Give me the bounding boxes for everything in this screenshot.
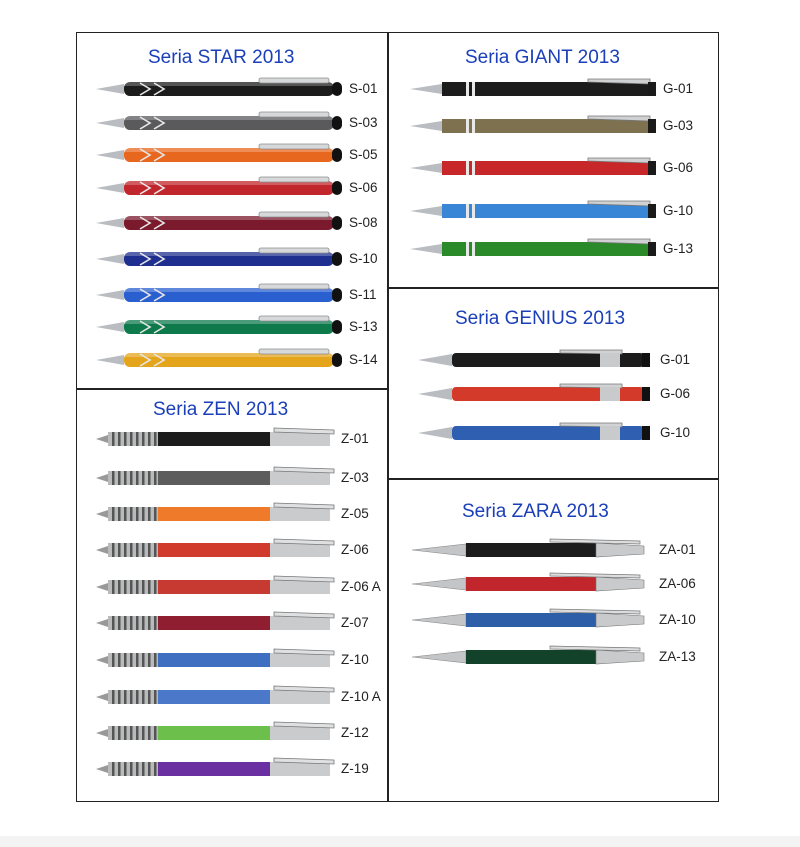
star-pen-3 bbox=[96, 176, 342, 195]
divider-vertical bbox=[387, 32, 389, 802]
zara-pen-1 bbox=[411, 572, 645, 592]
zen-pen-7 bbox=[96, 685, 335, 704]
genius-title: Seria GENIUS 2013 bbox=[455, 308, 626, 329]
divider-star-zen bbox=[76, 388, 388, 390]
zara-pen-3 bbox=[411, 645, 645, 665]
star-pen-5 bbox=[96, 247, 342, 266]
zen-code-label: Z-10 bbox=[341, 652, 369, 667]
zen-code-label: Z-10 A bbox=[341, 689, 381, 704]
star-code-label: S-14 bbox=[349, 352, 378, 367]
zen-title: Seria ZEN 2013 bbox=[153, 399, 289, 420]
zen-pen-4 bbox=[96, 575, 335, 594]
star-code-label: S-03 bbox=[349, 115, 378, 130]
giant-code-label: G-01 bbox=[663, 81, 694, 96]
star-code-label: S-11 bbox=[349, 287, 377, 302]
zara-pen-0 bbox=[411, 538, 645, 558]
genius-pen-0 bbox=[418, 349, 650, 367]
catalog-frame bbox=[76, 32, 719, 802]
star-code-label: S-08 bbox=[349, 215, 378, 230]
zen-pen-5 bbox=[96, 611, 335, 630]
zen-code-label: Z-01 bbox=[341, 431, 369, 446]
star-code-label: S-06 bbox=[349, 180, 378, 195]
zen-pen-6 bbox=[96, 648, 335, 667]
zen-code-label: Z-12 bbox=[341, 725, 369, 740]
giant-code-label: G-10 bbox=[663, 203, 694, 218]
zen-pen-9 bbox=[96, 757, 335, 776]
star-pen-7 bbox=[96, 315, 342, 334]
star-title: Seria STAR 2013 bbox=[148, 47, 295, 68]
zen-code-label: Z-07 bbox=[341, 615, 369, 630]
divider-giant-genius bbox=[388, 287, 719, 289]
zen-code-label: Z-03 bbox=[341, 470, 369, 485]
zen-pen-1 bbox=[96, 466, 335, 485]
giant-pen-0 bbox=[410, 78, 656, 96]
star-code-label: S-10 bbox=[349, 251, 378, 266]
star-pen-0 bbox=[96, 77, 342, 96]
genius-code-label: G-06 bbox=[660, 386, 691, 401]
divider-genius-zara bbox=[388, 478, 719, 480]
bottom-band bbox=[0, 836, 800, 847]
giant-code-label: G-03 bbox=[663, 118, 694, 133]
giant-pen-4 bbox=[410, 238, 656, 256]
zara-title: Seria ZARA 2013 bbox=[462, 501, 609, 522]
zara-code-label: ZA-01 bbox=[659, 542, 696, 557]
genius-pen-2 bbox=[418, 422, 650, 440]
giant-pen-1 bbox=[410, 115, 656, 133]
zen-code-label: Z-05 bbox=[341, 506, 369, 521]
giant-title: Seria GIANT 2013 bbox=[465, 47, 620, 68]
giant-code-label: G-13 bbox=[663, 241, 694, 256]
zen-pen-3 bbox=[96, 538, 335, 557]
genius-code-label: G-01 bbox=[660, 352, 691, 367]
star-pen-6 bbox=[96, 283, 342, 302]
zen-pen-0 bbox=[96, 427, 335, 446]
star-code-label: S-13 bbox=[349, 319, 378, 334]
zara-pen-2 bbox=[411, 608, 645, 628]
giant-code-label: G-06 bbox=[663, 160, 694, 175]
giant-pen-2 bbox=[410, 157, 656, 175]
zen-code-label: Z-06 A bbox=[341, 579, 381, 594]
zen-pen-2 bbox=[96, 502, 335, 521]
zen-code-label: Z-19 bbox=[341, 761, 369, 776]
genius-pen-1 bbox=[418, 383, 650, 401]
star-pen-1 bbox=[96, 111, 342, 130]
star-pen-4 bbox=[96, 211, 342, 230]
star-pen-8 bbox=[96, 348, 342, 367]
zara-code-label: ZA-06 bbox=[659, 576, 696, 591]
star-code-label: S-01 bbox=[349, 81, 378, 96]
zara-code-label: ZA-10 bbox=[659, 612, 696, 627]
giant-pen-3 bbox=[410, 200, 656, 218]
zara-code-label: ZA-13 bbox=[659, 649, 696, 664]
zen-pen-8 bbox=[96, 721, 335, 740]
star-code-label: S-05 bbox=[349, 147, 378, 162]
star-pen-2 bbox=[96, 143, 342, 162]
zen-code-label: Z-06 bbox=[341, 542, 369, 557]
genius-code-label: G-10 bbox=[660, 425, 691, 440]
